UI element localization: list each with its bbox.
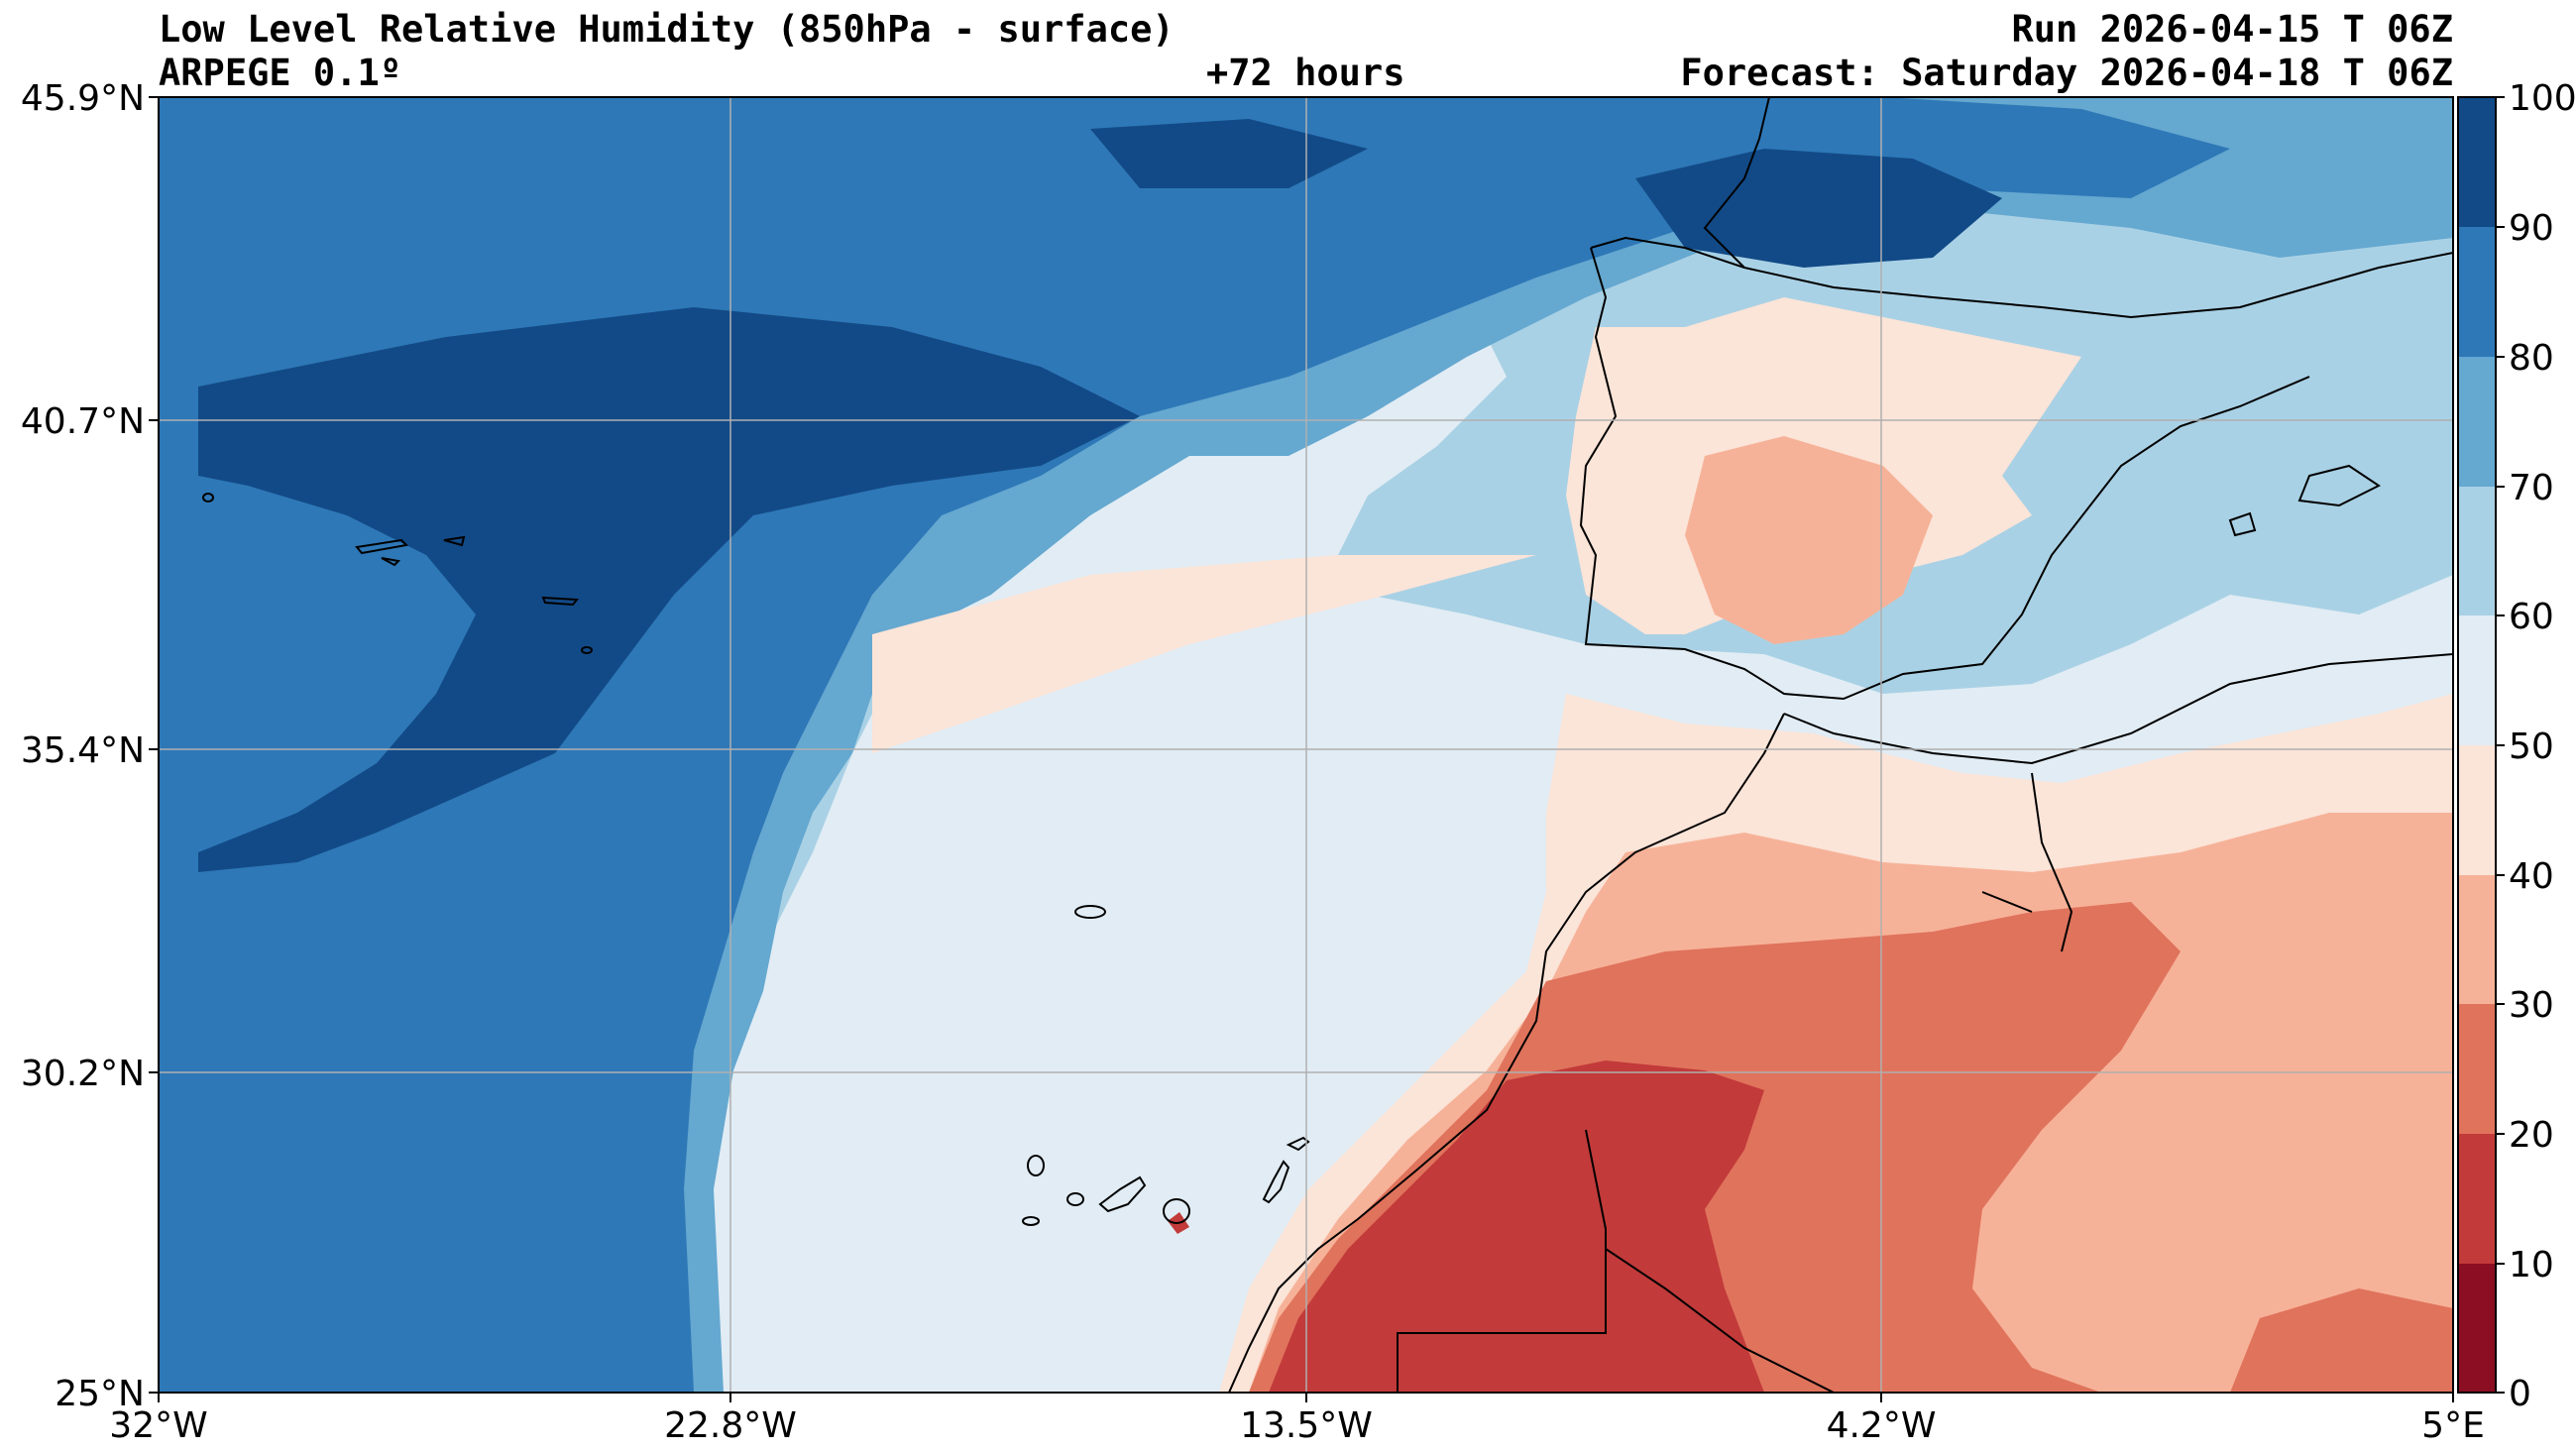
lat-label: 25°N <box>55 1374 145 1414</box>
colorbar-band-10-20 <box>2458 1134 2496 1264</box>
islands <box>202 493 1310 1226</box>
lon-label: 13.5°W <box>1240 1405 1373 1446</box>
lat-label: 40.7°N <box>21 401 145 442</box>
colorbar-band-20-30 <box>2458 1004 2496 1134</box>
colorbar-band-80-90 <box>2458 227 2496 357</box>
colorbar-label: 100 <box>2509 78 2576 119</box>
colorbar-band-70-80 <box>2458 357 2496 487</box>
colorbar-band-90-100 <box>2458 97 2496 227</box>
colorbar-label: 10 <box>2509 1245 2554 1285</box>
colorbar-band-60-70 <box>2458 487 2496 615</box>
colorbar-band-50-60 <box>2458 615 2496 745</box>
lat-label: 30.2°N <box>21 1054 145 1094</box>
colorbar-label: 50 <box>2509 726 2554 767</box>
model-label: ARPEGE 0.1º <box>159 52 402 94</box>
lon-label: 4.2°W <box>1827 1405 1937 1446</box>
lat-label: 35.4°N <box>21 730 145 771</box>
lead-time-label: +72 hours <box>1206 52 1405 94</box>
gridlines <box>159 97 2453 1393</box>
colorbar-band-0-10 <box>2458 1264 2496 1393</box>
colorbar-label: 90 <box>2509 208 2554 249</box>
latitude-axis: 45.9°N 40.7°N 35.4°N 30.2°N 25°N <box>21 78 159 1414</box>
longitude-axis: 32°W 22.8°W 13.5°W 4.2°W 5°E <box>109 1393 2485 1446</box>
coastlines <box>1228 97 2453 1393</box>
colorbar-band-40-50 <box>2458 745 2496 875</box>
colorbar-band-30-40 <box>2458 875 2496 1004</box>
colorbar: 100 90 80 70 60 50 40 30 20 10 0 <box>2457 78 2576 1414</box>
colorbar-label: 0 <box>2509 1374 2531 1414</box>
colorbar-label: 30 <box>2509 985 2554 1026</box>
colorbar-label: 70 <box>2509 468 2554 508</box>
colorbar-label: 60 <box>2509 597 2554 637</box>
lon-label: 32°W <box>109 1405 207 1446</box>
colorbar-label: 20 <box>2509 1115 2554 1156</box>
map-title: Low Level Relative Humidity (850hPa - su… <box>159 8 1175 51</box>
run-label: Run 2026-04-15 T 06Z <box>2011 8 2453 51</box>
lat-label: 45.9°N <box>21 78 145 119</box>
lon-label: 5°E <box>2421 1405 2485 1446</box>
lon-label: 22.8°W <box>664 1405 797 1446</box>
colorbar-label: 80 <box>2509 338 2554 379</box>
forecast-label: Forecast: Saturday 2026-04-18 T 06Z <box>1680 52 2453 94</box>
colorbar-label: 40 <box>2509 856 2554 897</box>
